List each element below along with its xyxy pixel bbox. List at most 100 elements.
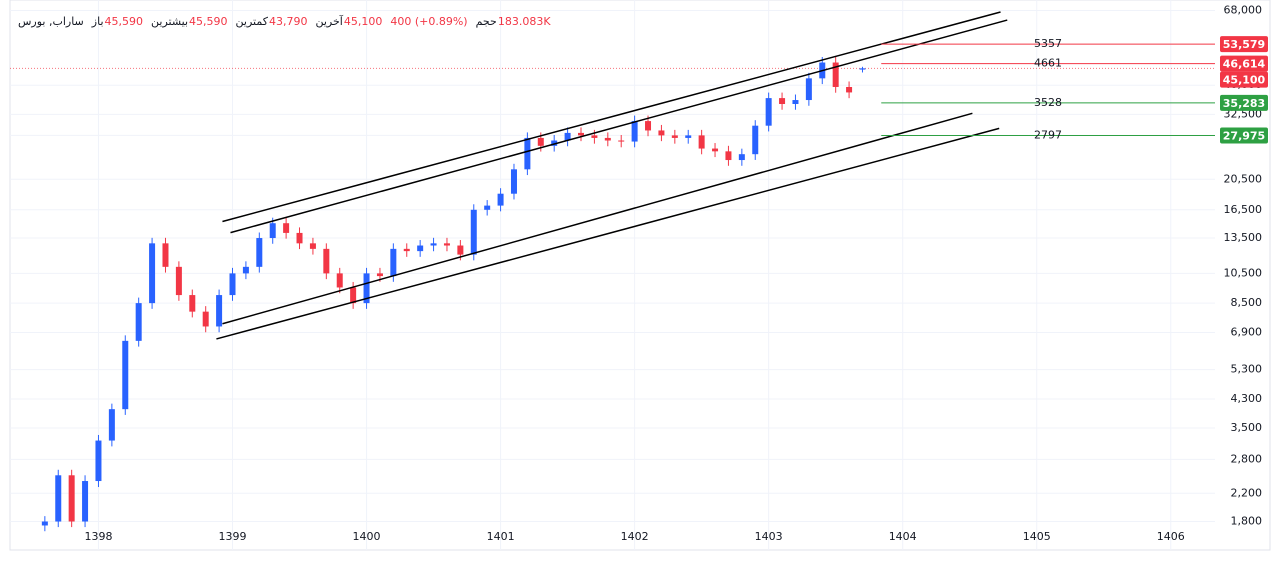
candle-body [484,205,491,210]
header-field: 400 (+0.89%) [390,15,467,28]
header-field: آخرین 45,100 [315,15,382,28]
y-tick-label: 5,300 [1231,363,1263,376]
candle-body [350,287,357,304]
candle-body [779,98,786,104]
candle-body [323,248,330,274]
candle-body [95,440,102,482]
x-tick-label: 1400 [353,530,381,543]
candle-body [430,243,437,246]
candle-body [363,273,370,304]
candle-body [578,132,585,136]
field-name: آخرین [315,15,343,28]
candle-body [135,303,142,341]
x-tick-label: 1398 [84,530,112,543]
price-tag [1220,71,1268,88]
field-value: 43,790 [268,15,308,28]
y-tick-label: 3,500 [1231,421,1263,434]
candle-body [242,266,249,274]
candle-body [618,140,625,142]
candle-body [470,209,477,255]
candle-body [738,154,745,161]
candle-body [417,245,424,252]
candle-body [162,243,169,267]
price-tag [1220,94,1268,111]
field-value: 45,590 [104,15,144,28]
candle-body [108,409,115,441]
candle-body [537,137,544,146]
header-field: کمترین 43,790 [236,15,308,28]
candle-body [82,481,89,522]
x-tick-label: 1405 [1023,530,1051,543]
level-name: 3528 [1034,96,1062,109]
trendline [230,19,1008,234]
candle-body [336,273,343,288]
y-tick-label: 2,200 [1231,486,1263,499]
field-name: کمترین [235,15,268,28]
candle-body [68,475,75,522]
header-field: باز 45,590 [92,15,143,28]
x-tick-label: 1406 [1157,530,1185,543]
candle-body [41,521,48,526]
candle-body [216,295,223,327]
candle-body [309,243,316,249]
x-tick-label: 1401 [487,530,515,543]
candle-body [510,169,517,194]
candle-body [792,100,799,104]
price-tags: 53,579 46,614 45,100 35,283 27,975 [1220,36,1268,144]
chart-frame [9,0,1271,551]
candle-body [859,68,866,70]
candle-body [229,273,236,296]
header-field: بیشترین 45,590 [151,15,228,28]
candle-body [283,223,290,233]
candle-body [256,238,263,267]
price-tag-label: 45,100 [1223,74,1266,87]
candle-body [376,273,383,277]
candle-body [551,140,558,146]
candle-body [805,78,812,101]
candle-body [752,125,759,155]
x-tick-label: 1399 [219,530,247,543]
candle-body [631,121,638,142]
candle-body [202,311,209,327]
trendline [216,127,1000,340]
x-tick-label: 1403 [755,530,783,543]
trendline [222,112,973,325]
candle-body [645,121,652,131]
y-tick-label: 8,500 [1231,296,1263,309]
candle-body [658,130,665,136]
candle-body [524,137,531,170]
candle-body [55,475,62,522]
candle-body [457,245,464,255]
candle-body [591,135,598,138]
candle-body [269,223,276,239]
symbol: ساراب, بورس [18,15,84,28]
candle-body [149,243,156,304]
candle-body [443,243,450,246]
y-tick-label: 2,800 [1231,452,1263,465]
candle-body [390,248,397,277]
field-value: 45,590 [189,15,228,28]
price-tag [1220,127,1268,144]
candle-body [296,232,303,244]
field-value: 45,100 [343,15,383,28]
field-name: بیشترین [151,15,189,28]
x-tick-label: 1402 [621,530,649,543]
y-tick-label: 68,000 [1224,4,1263,17]
candle-body [189,295,196,312]
header-field: حجم 183.083K [476,15,551,28]
price-tag [1220,36,1268,53]
level-name: 5357 [1034,37,1062,50]
price-tag-label: 46,614 [1223,58,1266,71]
candle-body [698,135,705,149]
y-tick-label: 6,900 [1231,325,1263,338]
candle-body [403,248,410,252]
symbol-header: ساراب, بورس باز 45,590 بیشترین 45,590 کمترین… [18,15,551,28]
candle-body [725,151,732,161]
level-name: 4661 [1034,57,1062,70]
field-value: 400 (+0.89%) [390,15,468,28]
price-tag-label: 53,579 [1223,38,1265,51]
price-tag-label: 27,975 [1223,130,1265,143]
candle-body [832,62,839,87]
y-tick-label: 13,500 [1224,231,1263,244]
field-value: 183.083K [497,15,551,28]
